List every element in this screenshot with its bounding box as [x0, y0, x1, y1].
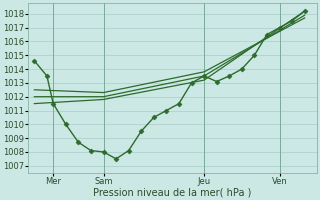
X-axis label: Pression niveau de la mer( hPa ): Pression niveau de la mer( hPa ) — [93, 187, 252, 197]
